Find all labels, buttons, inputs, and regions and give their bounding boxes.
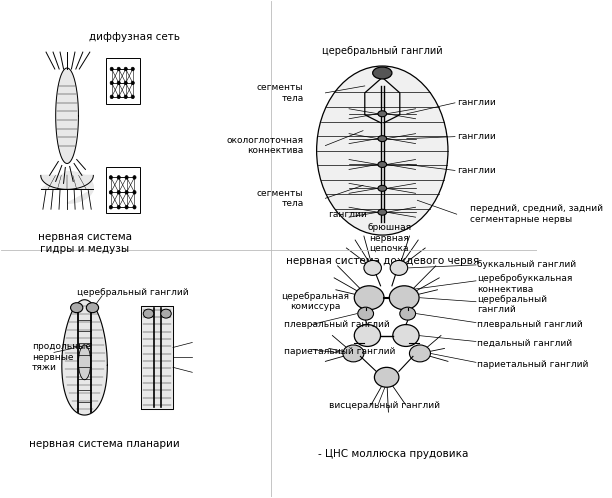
Text: брюшная
нервная
цепочка: брюшная нервная цепочка bbox=[367, 223, 411, 253]
Ellipse shape bbox=[393, 325, 419, 347]
FancyBboxPatch shape bbox=[106, 167, 140, 213]
Ellipse shape bbox=[78, 345, 91, 380]
Circle shape bbox=[124, 81, 127, 85]
Text: нервная система
гидры и медузы: нервная система гидры и медузы bbox=[37, 232, 132, 254]
Ellipse shape bbox=[364, 260, 381, 275]
Text: ганглии: ганглии bbox=[457, 132, 496, 141]
Ellipse shape bbox=[373, 67, 392, 79]
Text: ганглии: ганглии bbox=[457, 98, 496, 108]
Text: нервная система дождевого червя: нервная система дождевого червя bbox=[286, 256, 479, 266]
Text: плевральный ганглий: плевральный ганглий bbox=[477, 320, 583, 329]
Text: нервная система планарии: нервная система планарии bbox=[29, 439, 180, 449]
Text: плевральный ганглий: плевральный ганглий bbox=[284, 320, 390, 329]
Circle shape bbox=[117, 81, 121, 85]
Ellipse shape bbox=[354, 286, 384, 310]
Ellipse shape bbox=[375, 368, 399, 387]
Text: педальный ганглий: педальный ганглий bbox=[477, 339, 572, 348]
Circle shape bbox=[125, 176, 128, 179]
Circle shape bbox=[131, 67, 134, 71]
Text: ганглии: ганглии bbox=[328, 210, 367, 219]
Polygon shape bbox=[41, 175, 94, 189]
Text: церебральный ганглий: церебральный ганглий bbox=[77, 288, 188, 297]
Polygon shape bbox=[62, 300, 107, 415]
Circle shape bbox=[133, 191, 136, 194]
Circle shape bbox=[117, 95, 121, 99]
Ellipse shape bbox=[389, 286, 419, 310]
Text: продольные
нервные
тяжи: продольные нервные тяжи bbox=[32, 343, 91, 373]
Ellipse shape bbox=[161, 309, 171, 318]
Circle shape bbox=[131, 95, 134, 99]
Ellipse shape bbox=[143, 309, 154, 318]
Polygon shape bbox=[56, 68, 78, 163]
Circle shape bbox=[110, 81, 113, 85]
Ellipse shape bbox=[378, 111, 387, 117]
Polygon shape bbox=[41, 171, 94, 203]
Text: церебральный ганглий: церебральный ганглий bbox=[322, 46, 442, 56]
Text: сегменты
тела: сегменты тела bbox=[257, 83, 304, 103]
Text: церебробуккальная
коннектива: церебробуккальная коннектива bbox=[477, 274, 572, 293]
Ellipse shape bbox=[86, 303, 99, 313]
Text: церебральный
ганглий: церебральный ганглий bbox=[477, 295, 547, 314]
Circle shape bbox=[110, 95, 113, 99]
Circle shape bbox=[110, 176, 113, 179]
Ellipse shape bbox=[378, 209, 387, 215]
Ellipse shape bbox=[409, 345, 430, 362]
FancyBboxPatch shape bbox=[106, 58, 140, 104]
Ellipse shape bbox=[343, 345, 364, 362]
Text: париетальный ганглий: париетальный ганглий bbox=[284, 347, 395, 356]
Circle shape bbox=[117, 67, 121, 71]
Circle shape bbox=[110, 67, 113, 71]
Polygon shape bbox=[141, 306, 173, 409]
Circle shape bbox=[117, 206, 121, 209]
Text: буккальный ганглий: буккальный ганглий bbox=[477, 260, 576, 269]
Circle shape bbox=[133, 206, 136, 209]
Text: ганглии: ганглии bbox=[457, 166, 496, 175]
Ellipse shape bbox=[378, 161, 387, 167]
Circle shape bbox=[124, 67, 127, 71]
Text: - ЦНС моллюска прудовика: - ЦНС моллюска прудовика bbox=[318, 449, 469, 459]
Ellipse shape bbox=[354, 325, 381, 347]
Circle shape bbox=[125, 206, 128, 209]
Text: париетальный ганглий: париетальный ганглий bbox=[477, 360, 588, 369]
Circle shape bbox=[110, 191, 113, 194]
Circle shape bbox=[117, 176, 121, 179]
Circle shape bbox=[131, 81, 134, 85]
Circle shape bbox=[117, 191, 121, 194]
Ellipse shape bbox=[400, 307, 416, 320]
Text: висцеральный ганглий: висцеральный ганглий bbox=[329, 400, 441, 410]
Ellipse shape bbox=[390, 260, 408, 275]
Text: церебральная
комиссура: церебральная комиссура bbox=[281, 292, 349, 311]
Text: передний, средний, задний
сегментарные нервы: передний, средний, задний сегментарные н… bbox=[470, 205, 603, 224]
Text: сегменты
тела: сегменты тела bbox=[257, 189, 304, 208]
Circle shape bbox=[110, 206, 113, 209]
Circle shape bbox=[133, 176, 136, 179]
Ellipse shape bbox=[70, 303, 83, 313]
Text: диффузная сеть: диффузная сеть bbox=[89, 32, 180, 42]
Ellipse shape bbox=[358, 307, 373, 320]
Circle shape bbox=[124, 95, 127, 99]
Ellipse shape bbox=[378, 135, 387, 141]
Circle shape bbox=[125, 191, 128, 194]
Text: окологлоточная
коннектива: окологлоточная коннектива bbox=[226, 136, 304, 155]
Ellipse shape bbox=[378, 185, 387, 191]
Ellipse shape bbox=[316, 66, 448, 235]
